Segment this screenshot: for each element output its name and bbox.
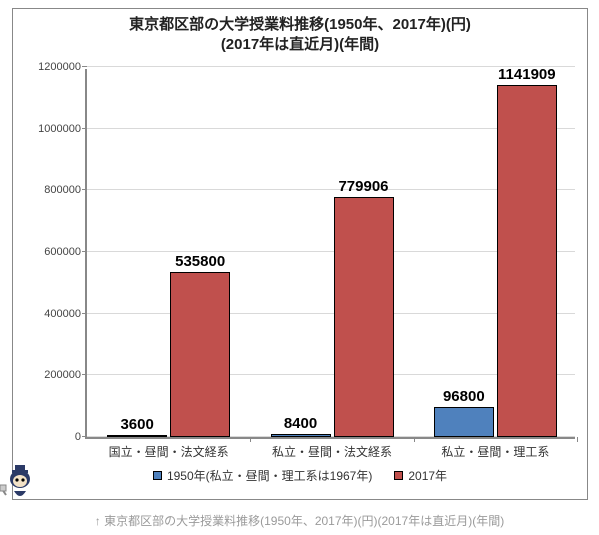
legend-item: 2017年 — [394, 467, 447, 484]
y-tick-label: 400000 — [44, 308, 87, 320]
bar: 96800 — [434, 407, 494, 437]
chart-container: 東京都区部の大学授業料推移(1950年、2017年)(円) (2017年は直近月… — [12, 8, 588, 500]
caption-text: ↑ 東京都区部の大学授業料推移(1950年、2017年)(円)(2017年は直近… — [95, 514, 504, 528]
legend-label: 2017年 — [408, 467, 447, 484]
y-tick-label: 800000 — [44, 184, 87, 196]
bar: 8400 — [271, 434, 331, 437]
legend-swatch — [394, 471, 403, 480]
legend-label: 1950年(私立・昼間・理工系は1967年) — [167, 467, 372, 484]
bar: 535800 — [170, 272, 230, 437]
y-tick-label: 1200000 — [38, 61, 87, 73]
mascot-icon — [0, 459, 36, 505]
data-label: 535800 — [175, 253, 225, 270]
x-category-label: 国立・昼間・法文経系 — [89, 443, 249, 460]
chart-title: 東京都区部の大学授業料推移(1950年、2017年)(円) (2017年は直近月… — [13, 9, 587, 58]
x-category-label: 私立・昼間・法文経系 — [252, 443, 412, 460]
data-label: 1141909 — [498, 66, 556, 83]
bar: 779906 — [334, 197, 394, 437]
y-tick-label: 600000 — [44, 246, 87, 258]
legend: 1950年(私立・昼間・理工系は1967年) 2017年 — [13, 467, 587, 484]
y-tick-label: 1000000 — [38, 123, 87, 135]
y-tick-label: 0 — [75, 431, 87, 443]
bar: 3600 — [107, 435, 167, 437]
x-category-label: 私立・昼間・理工系 — [415, 443, 575, 460]
bar: 1141909 — [497, 85, 557, 437]
data-label: 779906 — [338, 178, 388, 195]
legend-swatch — [153, 471, 162, 480]
chart-title-line2: (2017年は直近月)(年間) — [17, 35, 583, 55]
data-label: 96800 — [443, 388, 485, 405]
plot-area: 020000040000060000080000010000001200000国… — [85, 69, 575, 439]
data-label: 3600 — [120, 416, 153, 433]
data-label: 8400 — [284, 415, 317, 432]
legend-item: 1950年(私立・昼間・理工系は1967年) — [153, 467, 372, 484]
y-tick-label: 200000 — [44, 369, 87, 381]
caption: ↑ 東京都区部の大学授業料推移(1950年、2017年)(円)(2017年は直近… — [0, 512, 599, 529]
chart-title-line1: 東京都区部の大学授業料推移(1950年、2017年)(円) — [17, 15, 583, 35]
